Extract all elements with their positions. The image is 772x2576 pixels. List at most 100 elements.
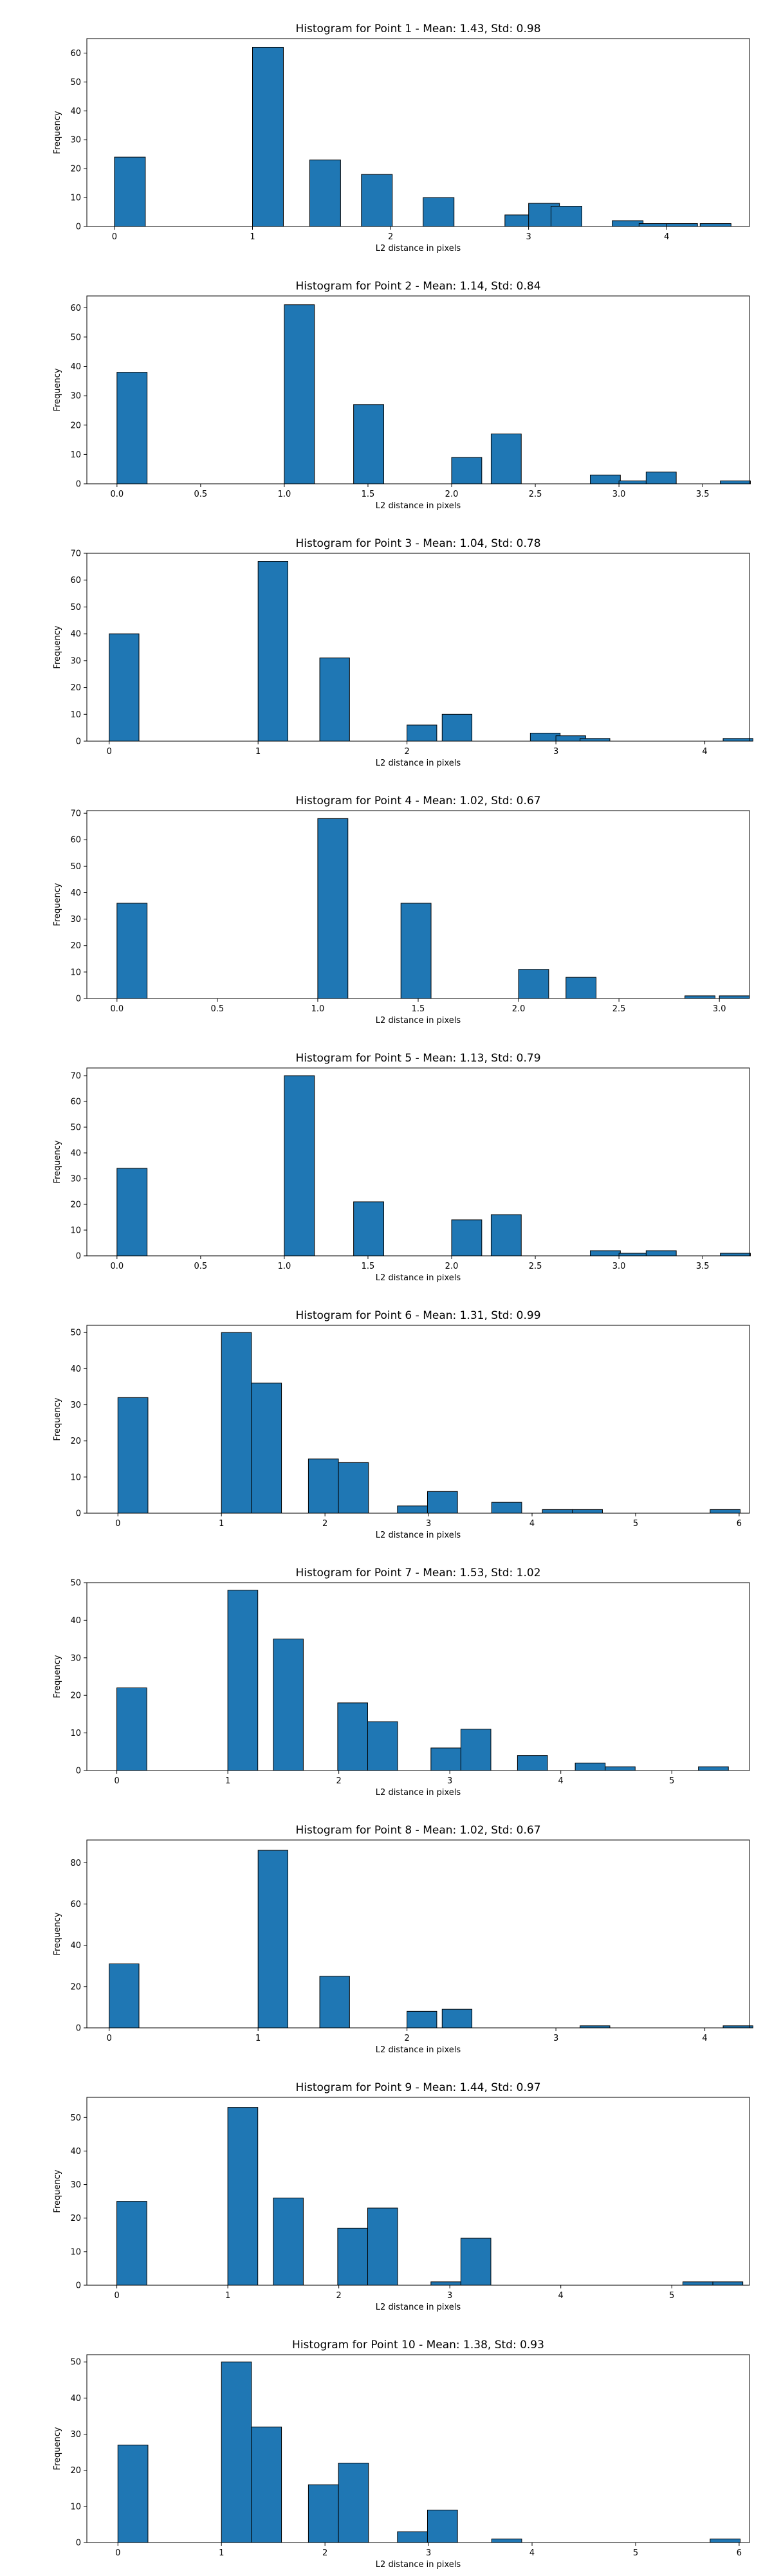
x-tick-label: 3.5 (696, 490, 710, 499)
histogram-bar (517, 1755, 548, 1771)
x-tick-label: 3 (447, 1776, 452, 1786)
y-tick-label: 40 (70, 1149, 81, 1159)
x-tick-label: 2.0 (445, 1262, 459, 1271)
x-tick-label: 2.5 (529, 1262, 542, 1271)
chart-title: Histogram for Point 5 - Mean: 1.13, Std:… (295, 1052, 540, 1065)
x-tick-label: 0.0 (110, 490, 124, 499)
histogram-bar (367, 2207, 398, 2286)
y-tick-label: 30 (70, 1401, 81, 1410)
histogram-panel-4: Histogram for Point 4 - Mean: 1.02, Std:… (53, 795, 750, 1026)
x-tick-label: 4 (529, 2548, 535, 2558)
histogram-bar (719, 995, 750, 999)
x-axis-label: L2 distance in pixels (376, 2303, 461, 2312)
x-tick-label: 1.0 (311, 1004, 325, 1014)
histogram-bar (710, 1509, 741, 1514)
y-tick-label: 30 (70, 1175, 81, 1184)
x-axis-label: L2 distance in pixels (376, 1788, 461, 1798)
x-tick-label: 3 (526, 232, 531, 242)
histogram-bar (308, 1458, 339, 1514)
y-tick-label: 0 (76, 2281, 81, 2291)
x-tick-label: 0.5 (211, 1004, 225, 1014)
histogram-bar (722, 738, 753, 742)
histogram-bar (284, 1075, 315, 1256)
histogram-panel-7: Histogram for Point 7 - Mean: 1.53, Std:… (53, 1567, 750, 1798)
histogram-bar (490, 433, 522, 484)
x-tick-label: 0 (112, 232, 117, 242)
histogram-bar (309, 160, 341, 227)
y-tick-label: 0 (76, 995, 81, 1004)
histogram-bar (116, 1688, 147, 1771)
x-tick-label: 2 (322, 1519, 327, 1529)
y-tick-label: 40 (70, 630, 81, 639)
chart-title: Histogram for Point 6 - Mean: 1.31, Std:… (295, 1309, 540, 1322)
chart-title: Histogram for Point 4 - Mean: 1.02, Std:… (295, 795, 540, 807)
histogram-bar (317, 818, 349, 999)
x-tick-label: 0.5 (194, 1262, 208, 1271)
y-tick-label: 10 (70, 710, 81, 720)
histogram-bar (682, 2281, 713, 2286)
y-tick-label: 60 (70, 304, 81, 313)
histogram-panel-10: Histogram for Point 10 - Mean: 1.38, Std… (53, 2339, 750, 2570)
y-tick-label: 40 (70, 888, 81, 898)
histogram-bar (116, 2201, 147, 2286)
y-tick-label: 50 (70, 78, 81, 87)
x-tick-label: 0 (114, 2291, 119, 2301)
y-axis-label: Frequency (53, 111, 62, 154)
histogram-bar (116, 372, 148, 484)
x-tick-label: 5 (633, 2548, 638, 2558)
y-axis-label: Frequency (53, 2169, 62, 2213)
y-tick-label: 20 (70, 2214, 81, 2223)
y-tick-label: 30 (70, 2180, 81, 2190)
histogram-bar (397, 1505, 428, 1514)
histogram-bar (572, 1509, 603, 1514)
histogram-bar (518, 969, 549, 999)
histogram-bar (397, 2531, 428, 2543)
x-axis-label: L2 distance in pixels (376, 759, 461, 768)
x-tick-label: 3.5 (696, 1262, 710, 1271)
x-axis-label: L2 distance in pixels (376, 244, 461, 253)
x-tick-label: 0.5 (194, 490, 208, 499)
histogram-bar (645, 1250, 677, 1256)
y-tick-label: 30 (70, 392, 81, 401)
y-tick-label: 40 (70, 2394, 81, 2404)
x-tick-label: 2 (388, 232, 393, 242)
x-tick-label: 6 (737, 1519, 742, 1529)
histogram-bar (109, 1964, 140, 2029)
y-tick-label: 10 (70, 2502, 81, 2512)
axes-frame (86, 1839, 750, 2029)
histogram-bar (367, 1721, 398, 1771)
y-tick-label: 60 (70, 576, 81, 585)
x-tick-label: 1.0 (278, 1262, 291, 1271)
histogram-bar (612, 220, 644, 227)
x-tick-label: 5 (633, 1519, 638, 1529)
histogram-bar (109, 633, 140, 742)
y-tick-label: 50 (70, 603, 81, 612)
histogram-bar (618, 1253, 650, 1256)
y-axis-label: Frequency (53, 2427, 62, 2470)
x-tick-label: 3 (447, 2291, 452, 2301)
histogram-bar (460, 2238, 492, 2286)
histogram-bar (116, 1168, 148, 1256)
x-axis-label: L2 distance in pixels (376, 1531, 461, 1540)
histogram-bar (698, 1766, 729, 1771)
y-axis-label: Frequency (53, 625, 62, 668)
y-tick-label: 70 (70, 809, 81, 819)
x-tick-label: 3 (553, 747, 558, 757)
histogram-bar (685, 995, 715, 999)
histogram-panel-3: Histogram for Point 3 - Mean: 1.04, Std:… (53, 537, 753, 768)
x-tick-label: 1 (219, 1519, 224, 1529)
histogram-bar (550, 206, 582, 227)
axes-frame (86, 38, 750, 227)
y-tick-label: 50 (70, 1329, 81, 1338)
histogram-bar (542, 1509, 573, 1514)
axes-frame (86, 2097, 750, 2286)
x-tick-label: 1.5 (412, 1004, 425, 1014)
y-tick-label: 30 (70, 656, 81, 666)
axes-frame (86, 553, 750, 742)
y-tick-label: 40 (70, 1616, 81, 1626)
chart-title: Histogram for Point 1 - Mean: 1.43, Std:… (295, 23, 540, 35)
y-tick-label: 0 (76, 1767, 81, 1776)
y-tick-label: 30 (70, 136, 81, 145)
x-tick-label: 6 (737, 2548, 742, 2558)
histogram-bar (720, 1253, 751, 1256)
